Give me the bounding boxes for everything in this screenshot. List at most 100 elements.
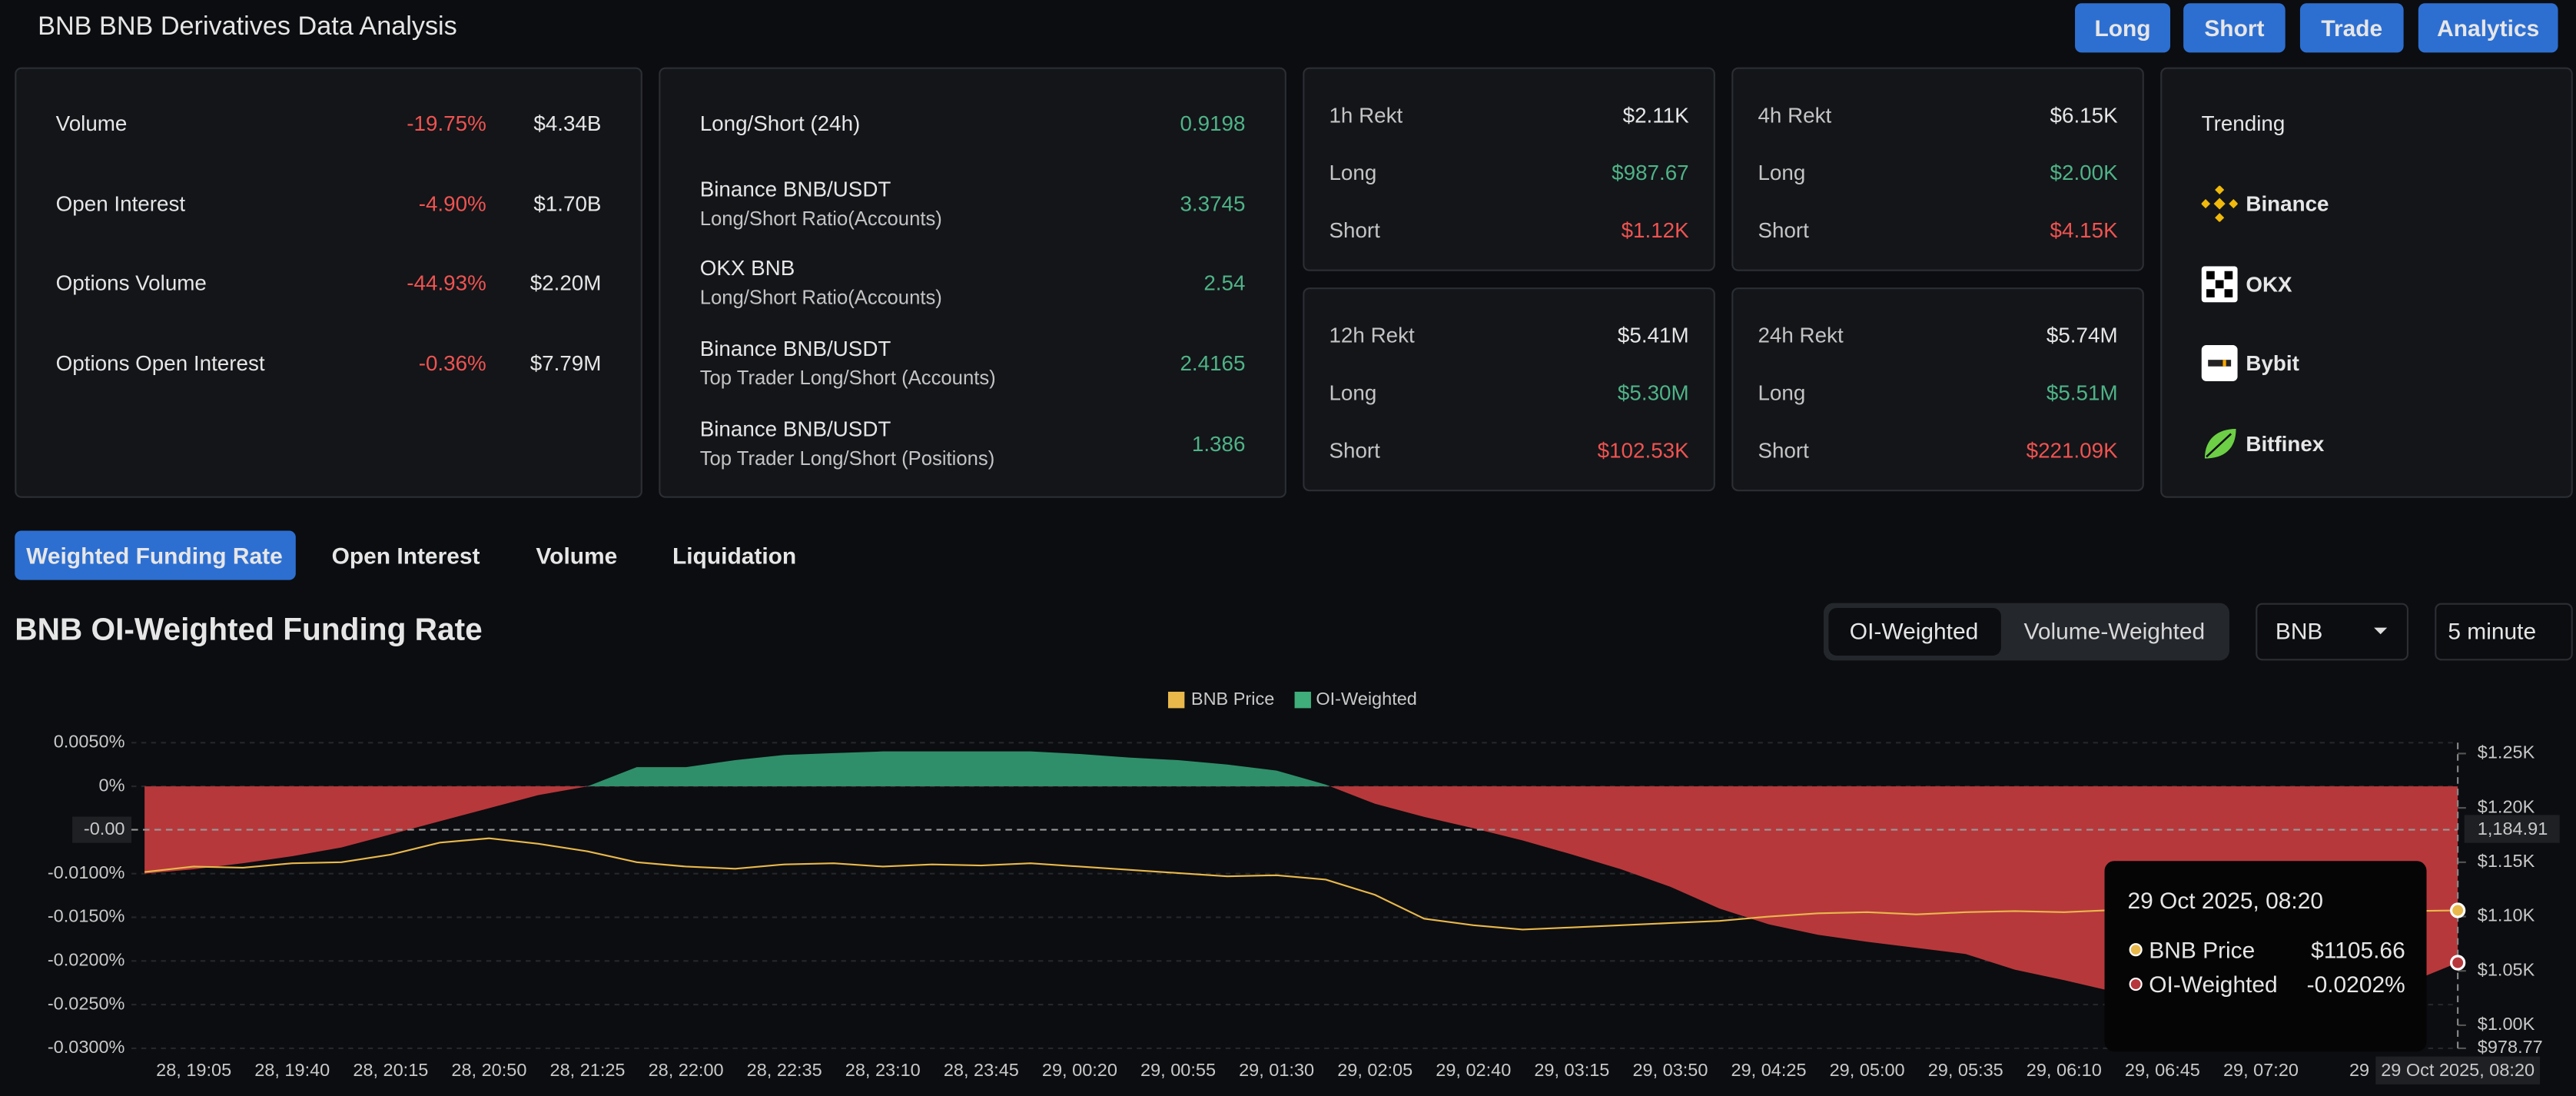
crosshair-y2-label: 1,184.91 xyxy=(2478,819,2548,839)
exchange-logo xyxy=(2200,184,2239,223)
price-line xyxy=(144,837,2458,931)
exchange-name[interactable]: Binance xyxy=(2246,191,2329,217)
rekt-title: 1h Rekt xyxy=(1329,102,1403,128)
toggle-option[interactable]: OI-Weighted xyxy=(1849,617,1979,645)
tooltip-title: 29 Oct 2025, 08:20 xyxy=(2127,887,2324,914)
ratio-label: Binance BNB/USDT xyxy=(699,416,891,441)
x-tick-label: 29, 04:25 xyxy=(1731,1060,1807,1080)
exchange-name[interactable]: Bybit xyxy=(2246,351,2299,377)
legend-swatch xyxy=(1167,692,1185,709)
chart-title: BNB OI-Weighted Funding Rate xyxy=(15,613,483,649)
metric-label: Volume xyxy=(55,111,128,136)
toggle-option[interactable]: Volume-Weighted xyxy=(2023,617,2206,645)
y2-tick-label: $1.25K xyxy=(2478,742,2535,762)
symbol-value[interactable]: BNB xyxy=(2275,617,2323,645)
nav-button[interactable] xyxy=(2418,3,2558,53)
rekt-long-label: Long xyxy=(1329,160,1377,185)
y-tick-label: -0.0300% xyxy=(48,1037,125,1057)
rekt-long: $5.51M xyxy=(2046,380,2118,405)
tooltip-dot xyxy=(2129,943,2143,957)
interval-select[interactable] xyxy=(2435,603,2573,661)
tab-label[interactable]: Weighted Funding Rate xyxy=(26,542,283,569)
nav-button-label[interactable]: Long xyxy=(2094,15,2151,42)
ratio-label: Long/Short (24h) xyxy=(699,111,861,136)
nav-button-label[interactable]: Trade xyxy=(2321,15,2383,42)
rekt-short-label: Short xyxy=(1329,218,1380,243)
rekt-short-label: Short xyxy=(1758,437,1809,463)
y-tick-label: -0.0150% xyxy=(48,906,125,926)
exchange-icon xyxy=(2202,426,2238,462)
rekt-long: $5.30M xyxy=(1617,380,1689,405)
nav-button-label[interactable]: Short xyxy=(2204,15,2265,42)
rekt-long-label: Long xyxy=(1329,380,1377,405)
ratio-value: 2.54 xyxy=(1203,271,1246,296)
funding-area xyxy=(144,751,2458,1009)
ratio-value: 0.9198 xyxy=(1180,111,1246,136)
rekt-total: $2.11K xyxy=(1622,102,1689,128)
metric-label: Open Interest xyxy=(55,191,186,216)
metric-change: -44.93% xyxy=(407,271,486,296)
symbol-select[interactable] xyxy=(2256,603,2409,661)
rekt-total: $5.41M xyxy=(1617,323,1689,348)
y2-tick-label: $1.05K xyxy=(2478,959,2535,979)
exchange-icon xyxy=(2201,345,2238,382)
tab-label[interactable]: Volume xyxy=(536,542,618,569)
x-tick-label: 28, 19:05 xyxy=(156,1060,231,1080)
y-tick-label: -0.0200% xyxy=(48,950,125,970)
metric-value: $1.70B xyxy=(533,191,602,216)
rekt-short: $4.15K xyxy=(2050,218,2118,243)
interval-value[interactable]: 5 minute xyxy=(2448,617,2537,645)
tooltip-value: -0.0202% xyxy=(2306,971,2405,998)
tooltip-value: $1105.66 xyxy=(2311,936,2405,963)
nav-button[interactable] xyxy=(2075,3,2171,53)
rekt-long: $2.00K xyxy=(2050,160,2118,185)
rekt-card xyxy=(1731,287,2144,492)
rekt-short: $221.09K xyxy=(2026,437,2118,463)
rekt-card xyxy=(1303,67,1715,271)
rekt-long-label: Long xyxy=(1758,160,1806,185)
ratio-sublabel: Top Trader Long/Short (Positions) xyxy=(699,447,995,470)
exchange-icon xyxy=(2200,184,2239,223)
x-tick-label: 29, 00:20 xyxy=(1042,1060,1117,1080)
x-tick-label: 28, 19:40 xyxy=(254,1060,330,1080)
y2-tick-label: $1.00K xyxy=(2478,1014,2535,1034)
ratio-value: 3.3745 xyxy=(1180,191,1246,216)
x-tick-label: 29, 06:10 xyxy=(2027,1060,2102,1080)
toggle-active[interactable] xyxy=(1828,607,2001,656)
tab-label[interactable]: Open Interest xyxy=(331,542,480,569)
tooltip-dot xyxy=(2129,977,2143,991)
rekt-title: 12h Rekt xyxy=(1329,323,1415,348)
hover-dot xyxy=(2449,955,2466,971)
nav-button[interactable] xyxy=(2183,3,2286,53)
crosshair-y2-box xyxy=(2464,815,2560,843)
nav-button[interactable] xyxy=(2299,3,2404,53)
ratio-label: OKX BNB xyxy=(699,256,795,281)
overview-card xyxy=(15,67,642,498)
nav-button-label[interactable]: Analytics xyxy=(2437,15,2540,42)
rekt-total: $5.74M xyxy=(2046,323,2118,348)
crosshair-y-box xyxy=(72,816,132,843)
metric-change: -0.36% xyxy=(418,350,486,376)
x-tick-label: 29, 06:45 xyxy=(2125,1060,2200,1080)
rekt-card xyxy=(1731,67,2144,271)
exchange-name[interactable]: Bitfinex xyxy=(2246,431,2325,457)
rekt-title: 24h Rekt xyxy=(1758,323,1844,348)
exchange-logo xyxy=(2201,265,2238,302)
rekt-total: $6.15K xyxy=(2050,102,2118,128)
exchange-name[interactable]: OKX xyxy=(2246,271,2292,297)
tab-label[interactable]: Liquidation xyxy=(672,542,797,569)
long-short-card xyxy=(659,67,1286,498)
rekt-short-label: Short xyxy=(1758,218,1809,243)
tab-active[interactable] xyxy=(15,530,296,580)
page-title: BNB BNB Derivatives Data Analysis xyxy=(38,13,457,42)
crosshair-x-box xyxy=(2375,1056,2541,1084)
rekt-short-label: Short xyxy=(1329,437,1380,463)
x-tick-label: 29, 03:50 xyxy=(1632,1060,1708,1080)
legend-label: OI-Weighted xyxy=(1316,689,1417,709)
y-tick-label: 0.0050% xyxy=(54,731,125,751)
x-tick-label: 29, 07:20 xyxy=(2223,1060,2299,1080)
metric-value: $7.79M xyxy=(529,350,602,376)
